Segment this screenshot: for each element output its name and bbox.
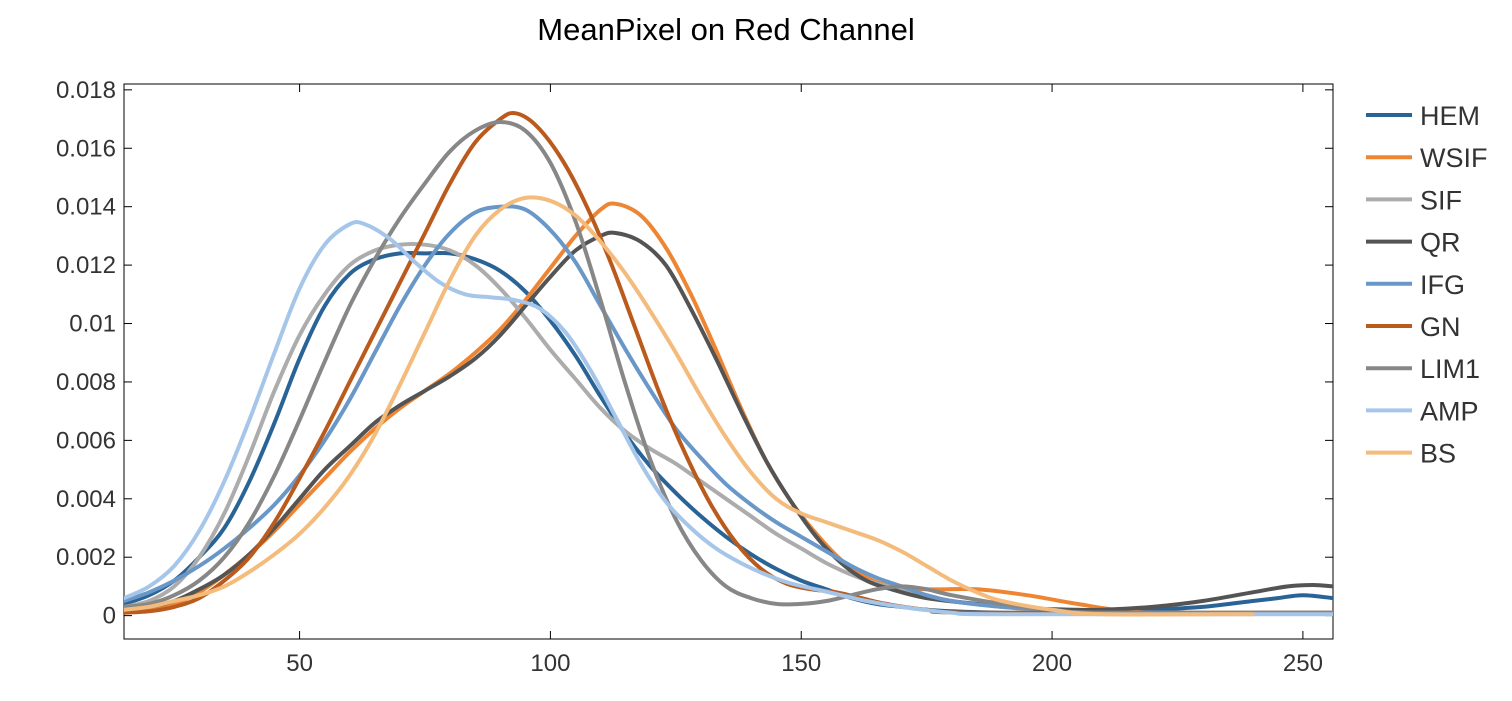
- x-tick-label: 100: [530, 650, 570, 677]
- series-line-lim1: [124, 120, 1333, 615]
- legend-label-wsif: WSIF: [1420, 143, 1488, 173]
- series-lines: [124, 110, 1333, 617]
- legend-label-lim1: LIM1: [1420, 354, 1480, 384]
- series-line-hem: [124, 250, 1333, 615]
- x-tick-label: 50: [286, 650, 313, 677]
- legend: HEM WSIF SIF QR IFG GN LIM1 AMP BS: [1366, 101, 1488, 469]
- plot-frame: [123, 83, 1334, 640]
- y-tick-label: 0.004: [56, 486, 116, 513]
- y-tick-label: 0.018: [56, 77, 116, 104]
- series-line-amp: [124, 220, 1333, 617]
- legend-label-amp: AMP: [1420, 396, 1479, 426]
- legend-label-ifg: IFG: [1420, 270, 1465, 300]
- y-tick-label: 0.014: [56, 194, 116, 221]
- series-line-bs: [124, 195, 1255, 617]
- x-tick-label: 250: [1283, 650, 1323, 677]
- y-tick-label: 0.002: [56, 544, 116, 571]
- x-tick-label: 200: [1032, 650, 1072, 677]
- legend-label-gn: GN: [1420, 312, 1461, 342]
- y-tick-label: 0.01: [69, 311, 116, 338]
- y-tick-label: 0: [103, 603, 116, 630]
- legend-label-sif: SIF: [1420, 185, 1462, 215]
- y-tick-label: 0.006: [56, 427, 116, 454]
- legend-label-hem: HEM: [1420, 101, 1480, 131]
- y-tick-label: 0.016: [56, 135, 116, 162]
- x-tick-label: 150: [781, 650, 821, 677]
- y-axis: 0 0.002 0.004 0.006 0.008 0.01 0.012 0.014 0.016…: [56, 77, 1333, 630]
- legend-label-bs: BS: [1420, 439, 1456, 469]
- x-axis: 50 100 150 200 250: [286, 84, 1323, 677]
- chart-title: MeanPixel on Red Channel: [537, 12, 914, 47]
- y-tick-label: 0.008: [56, 369, 116, 396]
- series-line-qr: [124, 230, 1333, 613]
- legend-label-qr: QR: [1420, 228, 1461, 258]
- y-tick-label: 0.012: [56, 252, 116, 279]
